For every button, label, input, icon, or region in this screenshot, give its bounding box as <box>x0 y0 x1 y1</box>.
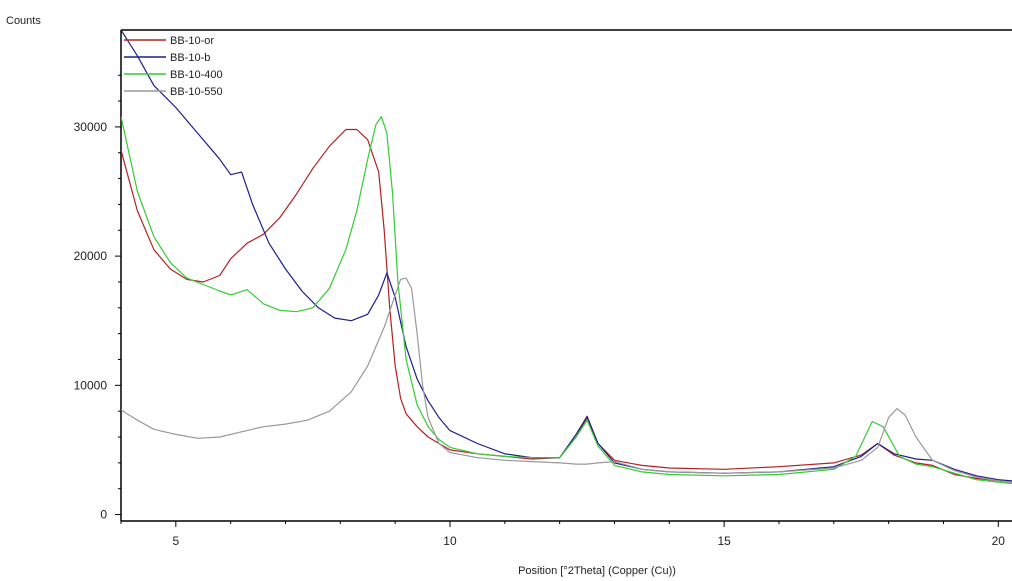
x-tick-label: 10 <box>443 534 457 548</box>
series-line-BB-10-b <box>121 29 1012 482</box>
series-line-BB-10-550 <box>121 277 1012 483</box>
y-axis-label: Counts <box>6 15 41 27</box>
legend: BB-10-or BB-10-b BB-10-400 BB-10-550 <box>124 35 223 98</box>
y-tick-label: 10000 <box>74 378 108 392</box>
series-line-BB-10-400 <box>121 115 1012 485</box>
y-tick-label: 0 <box>100 508 107 522</box>
plot-area: 5 10 15 20 0 10000 20000 30000 <box>74 29 1012 548</box>
x-axis-label: Position [°2Theta] (Copper (Cu)) <box>518 565 676 577</box>
y-tick-label: 30000 <box>74 120 108 134</box>
legend-label-BB-10-400: BB-10-400 <box>170 69 223 81</box>
legend-label-BB-10-550: BB-10-550 <box>170 86 223 98</box>
legend-label-BB-10-or: BB-10-or <box>170 35 214 47</box>
series-line-BB-10-or <box>121 128 1012 483</box>
x-tick-label: 15 <box>717 534 731 548</box>
legend-label-BB-10-b: BB-10-b <box>170 52 210 64</box>
x-tick-label: 20 <box>992 534 1006 548</box>
y-tick-label: 20000 <box>74 249 108 263</box>
x-tick-label: 5 <box>172 534 179 548</box>
